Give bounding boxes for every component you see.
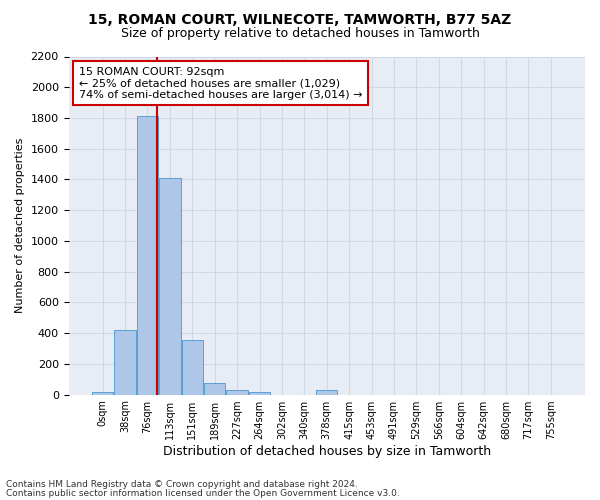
Text: Contains public sector information licensed under the Open Government Licence v3: Contains public sector information licen… — [6, 489, 400, 498]
X-axis label: Distribution of detached houses by size in Tamworth: Distribution of detached houses by size … — [163, 444, 491, 458]
Text: Size of property relative to detached houses in Tamworth: Size of property relative to detached ho… — [121, 28, 479, 40]
Bar — [226, 390, 248, 394]
Bar — [159, 178, 181, 394]
Bar — [92, 392, 113, 394]
Bar — [115, 330, 136, 394]
Bar — [204, 383, 226, 394]
Y-axis label: Number of detached properties: Number of detached properties — [15, 138, 25, 313]
Text: 15 ROMAN COURT: 92sqm
← 25% of detached houses are smaller (1,029)
74% of semi-d: 15 ROMAN COURT: 92sqm ← 25% of detached … — [79, 66, 362, 100]
Bar — [182, 340, 203, 394]
Text: 15, ROMAN COURT, WILNECOTE, TAMWORTH, B77 5AZ: 15, ROMAN COURT, WILNECOTE, TAMWORTH, B7… — [88, 12, 512, 26]
Text: Contains HM Land Registry data © Crown copyright and database right 2024.: Contains HM Land Registry data © Crown c… — [6, 480, 358, 489]
Bar — [137, 116, 158, 394]
Bar — [249, 392, 270, 394]
Bar — [316, 390, 337, 394]
